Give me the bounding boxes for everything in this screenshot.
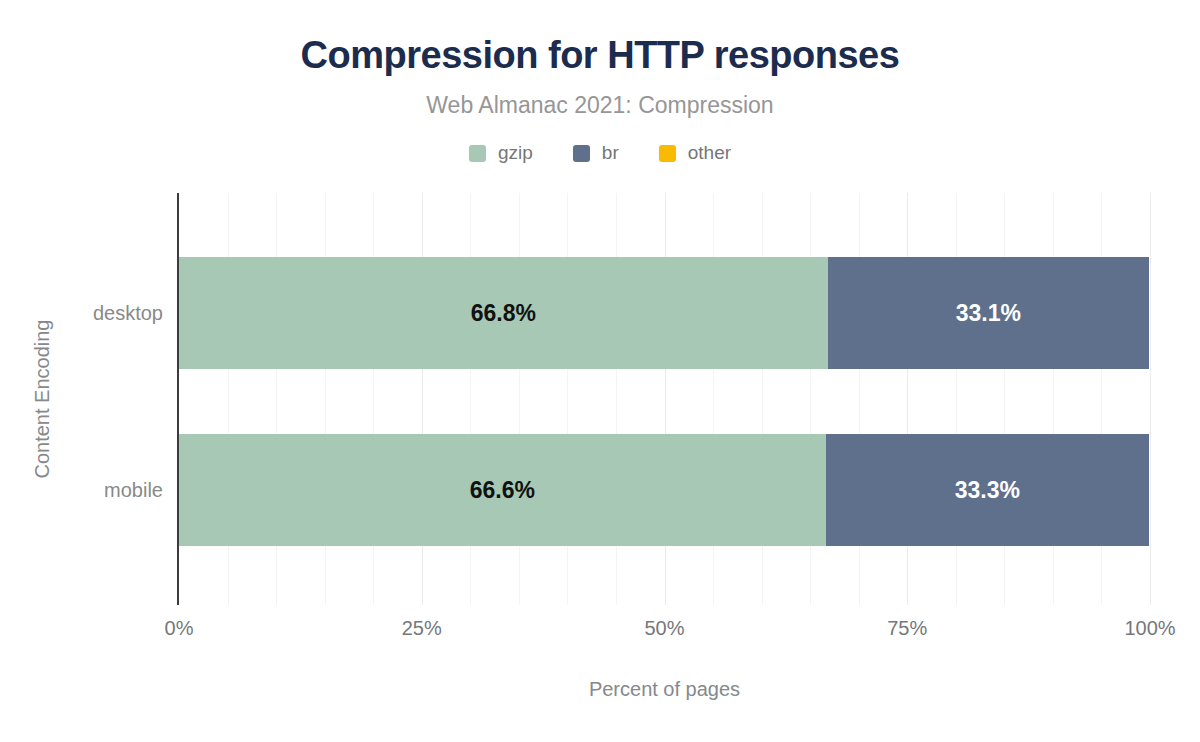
legend-label-other: other <box>688 142 731 164</box>
legend-item-other: other <box>659 142 731 164</box>
x-tick-25: 25% <box>402 617 442 640</box>
bar-segment-desktop-br: 33.1% <box>828 257 1149 369</box>
legend-label-br: br <box>602 142 619 164</box>
chart-figure: Compression for HTTP responses Web Alman… <box>0 0 1200 742</box>
legend-label-gzip: gzip <box>498 142 533 164</box>
legend-item-gzip: gzip <box>469 142 533 164</box>
bar-mobile: 66.6%33.3% <box>179 434 1150 546</box>
x-tick-0: 0% <box>165 617 194 640</box>
bar-segment-desktop-gzip: 66.8% <box>179 257 828 369</box>
y-axis-title: Content Encoding <box>31 319 54 478</box>
category-label-mobile: mobile <box>104 434 163 546</box>
legend: gzip br other <box>0 142 1200 164</box>
legend-swatch-other <box>659 145 676 162</box>
plot-area: desktop66.8%33.1%mobile66.6%33.3% <box>179 193 1150 605</box>
bar-segment-mobile-br: 33.3% <box>826 434 1149 546</box>
chart-title: Compression for HTTP responses <box>0 34 1200 77</box>
chart-subtitle: Web Almanac 2021: Compression <box>0 92 1200 119</box>
legend-swatch-br <box>573 145 590 162</box>
x-tick-75: 75% <box>887 617 927 640</box>
gridline-100 <box>1150 193 1151 605</box>
bar-segment-mobile-gzip: 66.6% <box>179 434 826 546</box>
category-label-desktop: desktop <box>93 257 163 369</box>
x-tick-100: 100% <box>1124 617 1175 640</box>
bar-desktop: 66.8%33.1% <box>179 257 1150 369</box>
x-tick-50: 50% <box>644 617 684 640</box>
legend-swatch-gzip <box>469 145 486 162</box>
legend-item-br: br <box>573 142 619 164</box>
x-axis-title: Percent of pages <box>179 678 1150 701</box>
